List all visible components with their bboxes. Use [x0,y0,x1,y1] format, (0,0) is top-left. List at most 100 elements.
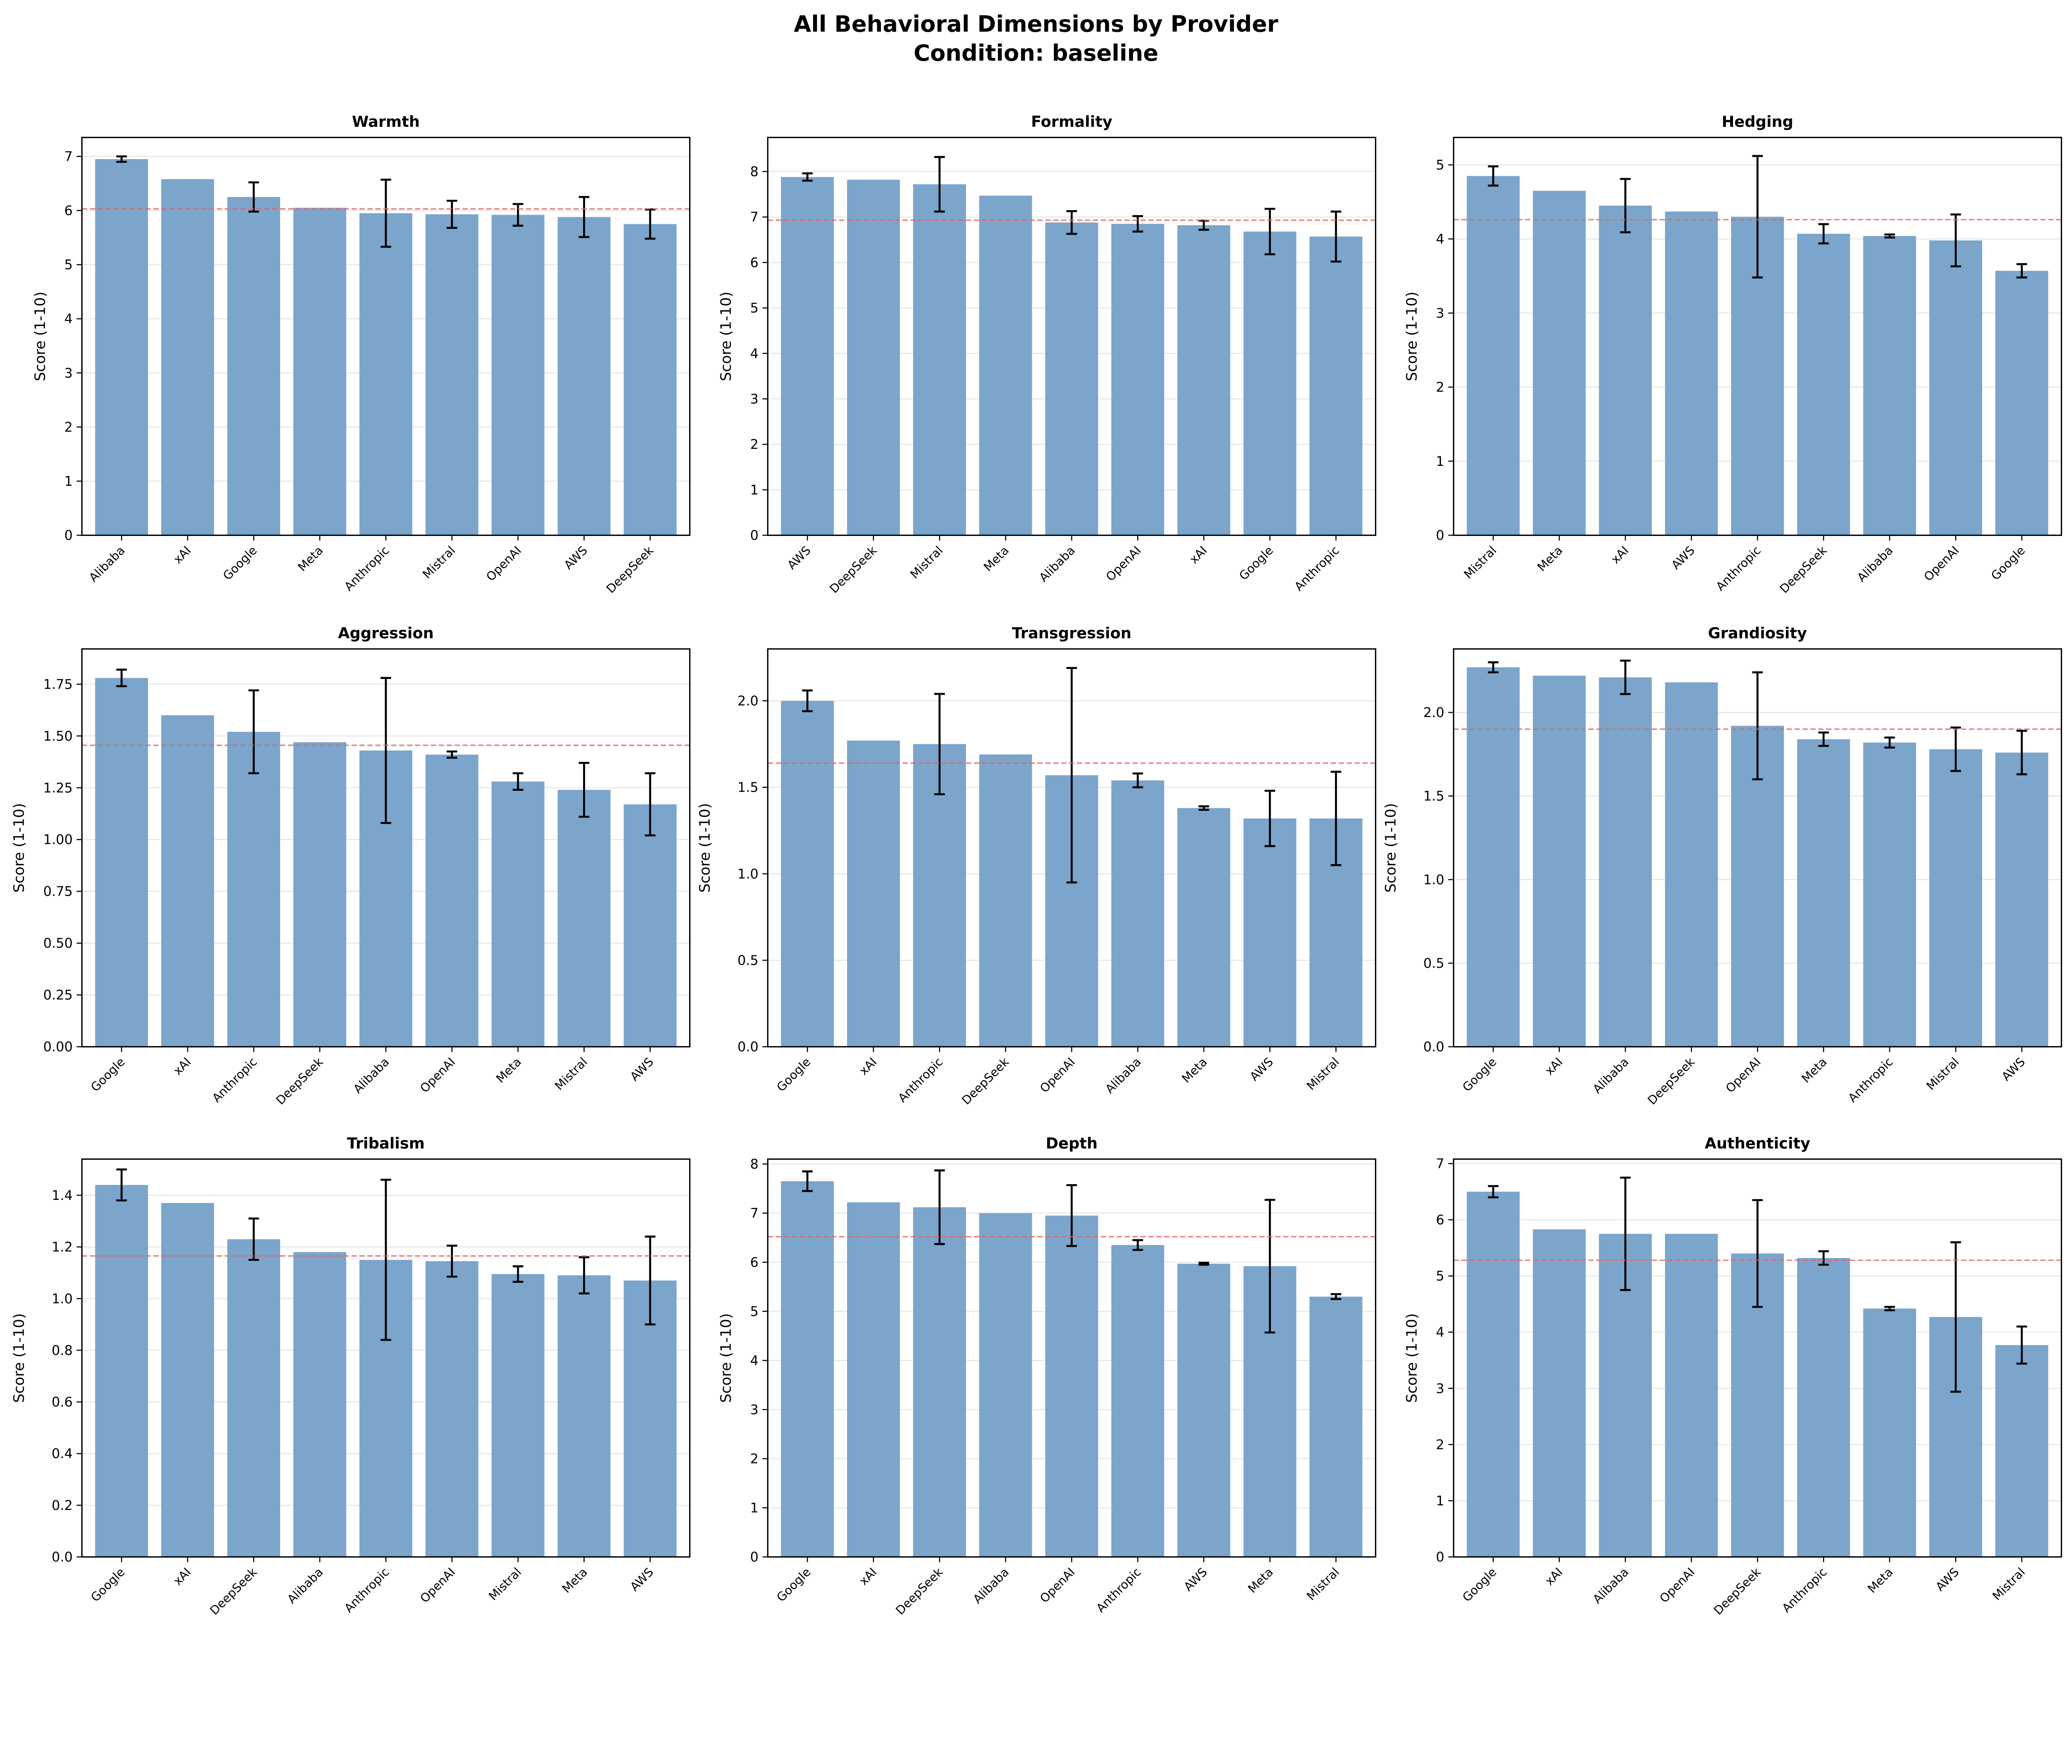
y-tick-label: 1 [1436,1493,1444,1509]
bar-openai [1665,1233,1718,1557]
bar-aws [1243,818,1297,1047]
bar-openai [1111,224,1164,536]
error-bar [1264,208,1276,255]
y-axis-label: Score (1-10) [31,291,48,381]
error-bar [1264,1199,1276,1334]
y-axis-label: Score (1-10) [696,803,713,892]
error-bar [116,155,127,163]
error-bar [1620,659,1631,695]
error-bar [1884,233,1895,239]
y-tick-label: 6 [64,203,73,218]
bar-anthropic [1863,742,1916,1047]
bar-deepseek [1797,233,1850,536]
bar-deepseek [227,1239,281,1557]
bar-deepseek [1665,682,1718,1047]
bar-xai [161,179,214,536]
bar-openai [1929,240,1982,536]
error-bar [1752,1199,1763,1308]
y-tick-label: 0.8 [52,1342,73,1358]
y-tick-label: 4 [750,346,758,361]
bar-mistral [1310,1296,1363,1557]
bar-xai [161,1203,214,1557]
y-tick-label: 0.4 [52,1446,73,1461]
bar-aws [557,217,611,536]
axes-frame [1453,137,2062,536]
axes-frame [81,1158,691,1558]
y-tick-label: 0.2 [52,1497,73,1513]
y-tick-label: 3 [64,365,73,381]
axes-frame [81,648,691,1048]
bar-meta [1177,808,1230,1047]
error-bar [1884,1306,1895,1311]
error-bar [1331,1293,1341,1300]
bar-anthropic [1797,1258,1850,1557]
error-bar [1950,1241,1961,1393]
error-bar [645,772,656,836]
error-bar [579,1256,590,1295]
figure-title-line1: All Behavioral Dimensions by Provider [794,11,1278,37]
error-bar [579,762,590,818]
y-tick-label: 2 [64,419,73,435]
panel-title: Aggression [338,624,433,642]
axes-frame [1453,648,2062,1048]
bar-deepseek [913,1207,966,1557]
figure: All Behavioral Dimensions by Provider Co… [10,11,2062,1618]
y-tick-label: 5 [1436,1268,1444,1284]
y-tick-label: 8 [750,1156,758,1172]
bar-deepseek [624,224,677,536]
y-tick-label: 4 [64,311,73,327]
bar-alibaba [979,1213,1032,1557]
bar-aws [781,177,834,536]
y-tick-label: 3 [750,1402,758,1418]
panel-title: Grandiosity [1708,624,1807,642]
y-tick-label: 7 [750,1205,758,1221]
y-tick-label: 1.00 [43,832,73,848]
y-tick-label: 4 [1436,231,1444,247]
y-tick-label: 1 [1436,453,1444,469]
error-bar [934,156,945,213]
bar-xai [1177,225,1230,536]
bar-google [95,678,148,1047]
axes-frame [767,1158,1377,1558]
y-tick-label: 5 [750,300,758,316]
y-tick-label: 0 [750,528,758,543]
error-bar [513,1265,523,1283]
y-tick-label: 3 [1436,305,1444,321]
panel-title: Transgression [1012,624,1131,642]
error-bar [1488,165,1499,187]
y-tick-label: 1 [64,473,73,489]
y-axis-label: Score (1-10) [10,1313,27,1403]
bar-meta [557,1275,611,1557]
bar-anthropic [1111,1245,1164,1557]
panel-title: Authenticity [1705,1134,1811,1152]
y-tick-label: 0.5 [1423,955,1445,971]
y-tick-label: 1.0 [1423,872,1445,887]
y-tick-label: 1.0 [52,1291,73,1306]
bar-xai [847,1202,900,1557]
bar-meta [293,208,346,536]
y-axis-label: Score (1-10) [717,1313,734,1403]
error-bar [446,1244,457,1278]
bar-meta [491,781,545,1047]
bar-google [95,1185,148,1557]
bar-aws [1177,1263,1230,1557]
y-tick-label: 2.0 [738,693,759,709]
y-tick-label: 0 [750,1549,758,1565]
bar-alibaba [95,159,148,536]
error-bar [380,179,391,248]
y-axis-label: Score (1-10) [1403,1313,1420,1403]
y-tick-label: 7 [1436,1156,1444,1172]
y-tick-label: 1 [750,1500,758,1516]
y-axis-label: Score (1-10) [1382,803,1399,892]
bar-xai [1532,676,1586,1047]
panel-title: Warmth [352,113,420,131]
y-tick-label: 0.00 [43,1039,73,1055]
error-bar [513,203,523,227]
error-bar [2016,1325,2027,1365]
y-tick-label: 7 [64,148,73,164]
y-tick-label: 6 [750,1255,758,1270]
y-tick-label: 0.75 [43,884,73,899]
bar-google [1243,231,1297,536]
